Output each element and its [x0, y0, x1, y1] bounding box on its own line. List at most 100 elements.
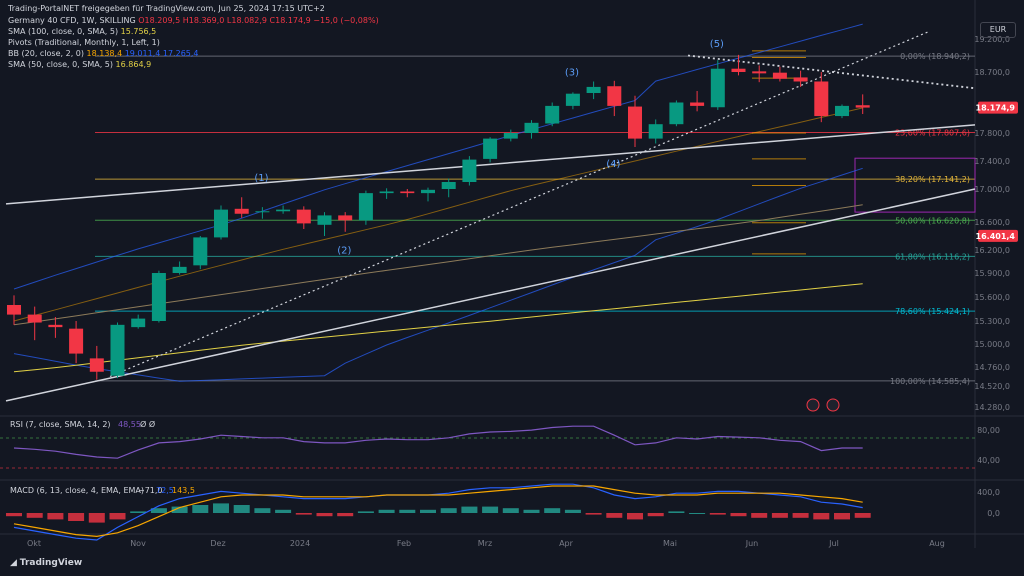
macd-line — [13, 483, 863, 541]
bb-upper-value: 19.011,4 — [124, 49, 161, 58]
candle-body — [69, 328, 84, 354]
fib-level-label: 78,60% (15.424,1) — [895, 307, 970, 316]
candle-body — [690, 102, 705, 106]
macd-histogram-bar — [254, 508, 271, 513]
macd-histogram-bar — [544, 508, 561, 513]
sma50-legend[interactable]: SMA (50, close, 0, SMA, 5) 16.864,9 — [8, 60, 151, 70]
macd-histogram-bar — [357, 511, 374, 513]
candle-body — [193, 237, 208, 266]
macd-histogram-bar — [109, 513, 126, 520]
candle-body — [731, 68, 746, 72]
macd-histogram-bar — [834, 513, 850, 520]
macd-histogram-bar — [233, 505, 250, 513]
candle-body — [545, 105, 560, 124]
elliott-wave-label: (4) — [606, 159, 620, 170]
x-axis-label: Mai — [663, 539, 677, 548]
macd-histogram-bar — [606, 513, 623, 518]
candle-body — [441, 182, 456, 189]
pivot-box — [854, 157, 976, 213]
bb-legend[interactable]: BB (20, close, 2, 0) 18.138,4 19.011,4 1… — [8, 49, 199, 59]
macd-histogram-bar — [399, 509, 416, 513]
price-axis-tick: 19.200,0 — [974, 35, 1010, 44]
candle-body — [276, 209, 291, 212]
candle-body — [7, 305, 21, 315]
candle-body — [27, 314, 42, 323]
trendline-lower — [5, 188, 976, 402]
macd-tick: 0,0 — [987, 509, 1000, 518]
macd-histogram-bar — [751, 513, 768, 518]
fib-level-label: 23,60% (17.807,6) — [895, 128, 970, 137]
candle-body — [752, 71, 767, 74]
price-axis-tick: 16.600,0 — [974, 218, 1010, 227]
macd-histogram-bar — [47, 513, 64, 520]
rsi-tick: 80,00 — [977, 426, 1000, 435]
x-axis-label: Nov — [130, 539, 146, 548]
price-axis-tick: 15.300,0 — [974, 317, 1010, 326]
macd-histogram-bar — [730, 513, 747, 517]
macd-histogram-bar — [813, 513, 830, 520]
macd-histogram-bar — [68, 513, 85, 521]
event-marker-icon — [806, 398, 820, 412]
macd-histogram-bar — [523, 509, 540, 513]
fib-level-label: 38,20% (17.141,2) — [895, 175, 970, 184]
x-axis-label: Okt — [27, 539, 41, 548]
sma50-label: SMA (50, close, 0, SMA, 5) — [8, 60, 113, 69]
macd-histogram-bar — [792, 513, 809, 518]
candle-body — [855, 105, 870, 108]
event-marker-icon — [826, 398, 840, 412]
mark-price-label: 16.401,4 — [976, 232, 1016, 241]
elliott-wave-label: (2) — [337, 246, 351, 257]
macd-value-hist: −71,0 — [138, 486, 163, 495]
sma100-line — [13, 283, 863, 373]
macd-histogram-bar — [275, 509, 292, 513]
candle-body — [338, 215, 353, 221]
candle-body — [835, 105, 849, 117]
sma100-label: SMA (100, close, 0, SMA, 5) — [8, 27, 119, 36]
sma100-legend[interactable]: SMA (100, close, 0, SMA, 5) 15.756,5 — [8, 27, 156, 37]
candle-body — [48, 324, 63, 328]
macd-histogram-bar — [337, 513, 354, 517]
candle-body — [607, 86, 622, 106]
macd-histogram-bar — [689, 513, 706, 514]
macd-histogram-bar — [192, 505, 209, 513]
candle-body — [131, 318, 146, 328]
brand-name: TradingView — [19, 558, 83, 568]
price-axis-tick: 17.000,0 — [974, 185, 1010, 194]
macd-histogram-bar — [627, 513, 643, 520]
rsi-value: 48,55 — [118, 420, 141, 429]
bb-lower-line — [13, 167, 863, 382]
last-price-badge — [978, 101, 1018, 114]
candle-body — [503, 133, 518, 139]
fib-level-label: 0,00% (18.940,2) — [900, 52, 970, 61]
macd-histogram-bar — [130, 511, 147, 513]
price-axis-tick: 14.760,0 — [974, 363, 1010, 372]
candle-body — [317, 215, 332, 225]
macd-label: MACD (6, 13, close, 4, EMA, EMA) — [10, 486, 144, 495]
candle-body — [214, 209, 228, 238]
x-axis-label: Jun — [745, 539, 759, 548]
x-axis-label: Mrz — [478, 539, 492, 548]
tradingview-logo[interactable]: ◢ TradingView — [10, 558, 82, 568]
macd-histogram-bar — [709, 513, 726, 515]
candle-body — [772, 72, 787, 79]
macd-value-line: 72,5 — [156, 486, 174, 495]
pivots-legend[interactable]: Pivots (Traditional, Monthly, 1, Left, 1… — [8, 38, 160, 48]
macd-histogram-bar — [564, 509, 581, 513]
candle-body — [296, 209, 311, 224]
macd-histogram-bar — [213, 503, 229, 513]
currency-button[interactable]: EUR — [980, 22, 1016, 38]
macd-histogram-bar — [88, 513, 105, 523]
price-axis-tick: 14.520,0 — [974, 382, 1010, 391]
bb-label: BB (20, close, 2, 0) — [8, 49, 84, 58]
tv-logo-icon: ◢ — [10, 558, 17, 568]
trendline-dotted-falling — [687, 54, 976, 90]
trendline-dotted-rising — [109, 30, 931, 378]
price-axis-tick: 15.600,0 — [974, 293, 1010, 302]
price-axis-tick: 17.800,0 — [974, 129, 1010, 138]
macd-histogram-bar — [461, 506, 478, 513]
sma100-value: 15.756,5 — [120, 27, 157, 36]
rsi-extra: Ø Ø — [140, 419, 155, 429]
published-note: Trading-PortalNET freigegeben für Tradin… — [8, 4, 325, 13]
candle-body — [234, 208, 249, 214]
